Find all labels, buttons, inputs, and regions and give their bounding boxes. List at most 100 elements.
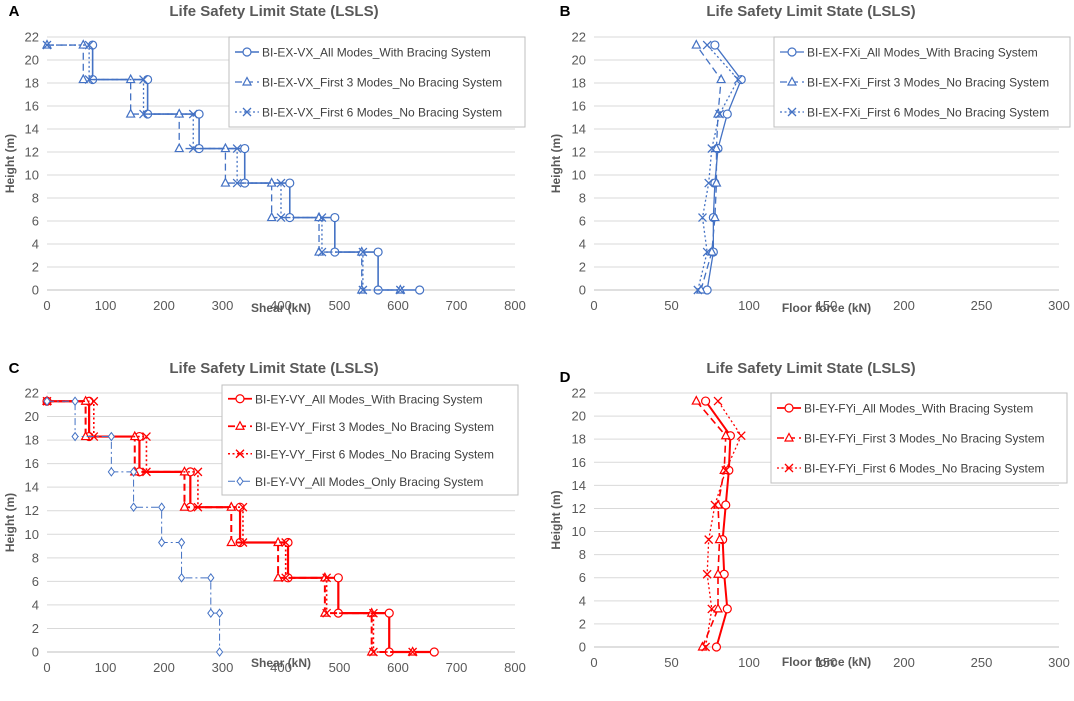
x-tick-label: 800 xyxy=(504,298,526,313)
data-point xyxy=(232,178,242,188)
data-point xyxy=(709,211,720,222)
data-point xyxy=(207,608,215,618)
x-tick-label: 400 xyxy=(270,660,292,675)
data-point xyxy=(143,74,153,85)
series-line xyxy=(697,44,739,291)
data-point xyxy=(177,537,186,548)
legend-marker xyxy=(784,432,794,442)
y-tick-label: 4 xyxy=(579,593,586,608)
chart-title: Life Safety Limit State (LSLS) xyxy=(169,3,378,20)
y-tick-label: 20 xyxy=(572,409,586,424)
legend-marker xyxy=(236,476,244,487)
data-point xyxy=(368,608,378,618)
y-tick-label: 4 xyxy=(32,237,39,252)
legend-entry: BI-EY-VY_First 3 Modes_No Bracing System xyxy=(255,420,494,434)
series-3 xyxy=(693,40,743,295)
series-line xyxy=(704,400,732,648)
y-tick-label: 14 xyxy=(572,122,586,137)
y-tick-label: 0 xyxy=(579,283,586,298)
y-tick-label: 20 xyxy=(25,53,39,68)
x-tick-label: 600 xyxy=(387,298,409,313)
x-tick-label: 150 xyxy=(816,655,838,670)
data-point xyxy=(707,604,717,614)
data-point xyxy=(266,211,277,222)
data-point xyxy=(691,395,702,405)
data-point xyxy=(707,144,717,154)
data-point xyxy=(84,40,94,50)
data-point xyxy=(107,431,115,442)
data-point xyxy=(721,500,731,510)
x-tick-label: 100 xyxy=(738,655,760,670)
data-point xyxy=(408,647,418,657)
data-point xyxy=(358,285,368,295)
x-tick-label: 250 xyxy=(971,655,993,670)
data-point xyxy=(415,285,425,295)
data-point xyxy=(84,75,94,85)
y-tick-label: 16 xyxy=(572,455,586,470)
panel-label: B xyxy=(560,3,571,20)
data-point xyxy=(71,396,79,407)
data-point xyxy=(194,109,204,119)
legend: BI-EY-VY_All Modes_With Bracing System BI… xyxy=(221,384,519,496)
data-point xyxy=(701,642,711,652)
y-tick-label: 6 xyxy=(579,570,586,585)
series-3 xyxy=(42,396,418,657)
y-tick-label: 2 xyxy=(579,616,586,631)
data-point xyxy=(220,142,231,153)
y-tick-label: 20 xyxy=(25,409,39,424)
legend-box xyxy=(221,384,519,496)
legend-marker xyxy=(242,76,252,86)
data-point xyxy=(78,73,89,84)
x-tick-label: 50 xyxy=(664,298,678,313)
data-point xyxy=(722,604,732,614)
data-point xyxy=(193,467,203,477)
x-tick-label: 600 xyxy=(387,660,409,675)
data-point xyxy=(710,500,720,510)
y-tick-label: 14 xyxy=(25,122,39,137)
data-point xyxy=(188,109,198,119)
data-point xyxy=(384,608,394,618)
legend-entry: BI-EX-FXi_First 3 Modes_No Bracing Syste… xyxy=(807,76,1049,90)
data-point xyxy=(711,142,722,153)
data-point xyxy=(235,502,245,512)
chart-panel-d: 0 2 4 6 8 10 12 14 16 18 20 22 0 50 100 150 200 250 300 Lif… xyxy=(549,360,1070,670)
legend-entry: BI-EX-VX_First 6 Modes_No Bracing System xyxy=(262,106,502,120)
data-point xyxy=(89,432,99,442)
data-point xyxy=(193,502,203,512)
y-tick-label: 10 xyxy=(25,168,39,183)
data-point xyxy=(698,213,707,223)
series-line xyxy=(695,44,722,291)
legend-marker xyxy=(242,107,252,117)
data-point xyxy=(358,247,368,257)
y-tick-label: 14 xyxy=(572,478,586,493)
data-point xyxy=(71,431,79,442)
x-tick-label: 250 xyxy=(971,298,993,313)
x-tick-label: 300 xyxy=(1048,298,1070,313)
y-tick-label: 14 xyxy=(25,480,39,495)
data-point xyxy=(207,572,215,583)
data-point xyxy=(713,568,723,578)
data-point xyxy=(266,177,277,187)
legend-marker xyxy=(235,420,245,430)
data-point xyxy=(43,396,51,407)
data-point xyxy=(78,39,89,49)
data-point xyxy=(704,535,714,545)
x-tick-label: 300 xyxy=(212,660,234,675)
legend-marker xyxy=(787,76,797,86)
legend: BI-EX-VX_All Modes_With Bracing System BI… xyxy=(228,36,526,128)
data-point xyxy=(281,538,291,547)
data-point xyxy=(139,75,148,85)
legend-entry: BI-EY-FYi_First 6 Modes_No Bracing Syste… xyxy=(804,462,1045,476)
x-tick-label: 200 xyxy=(893,298,915,313)
data-point xyxy=(702,569,712,579)
chart-panel-c: 0 2 4 6 8 10 12 14 16 18 20 22 0 100 200 300 400 500 600 70… xyxy=(3,360,526,675)
x-tick-label: 100 xyxy=(738,298,760,313)
series-4 xyxy=(43,396,224,657)
x-tick-label: 200 xyxy=(153,298,175,313)
x-tick-label: 700 xyxy=(446,660,468,675)
data-point xyxy=(700,396,711,406)
x-tick-label: 400 xyxy=(270,298,292,313)
y-tick-label: 4 xyxy=(32,597,39,612)
series-2 xyxy=(691,39,727,294)
